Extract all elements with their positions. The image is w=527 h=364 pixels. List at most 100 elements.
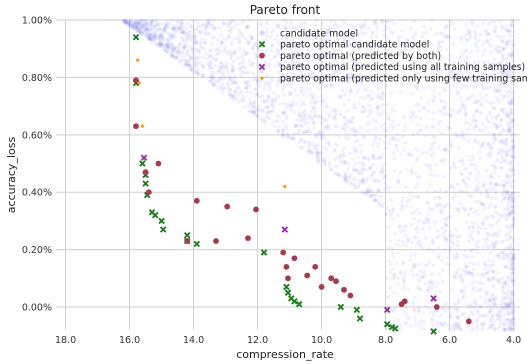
candidate-model-point (371, 153, 376, 158)
candidate-model-point (469, 19, 473, 24)
candidate-model-point (489, 44, 493, 48)
candidate-model-point (504, 217, 509, 222)
candidate-model-point (334, 156, 339, 160)
candidate-model-point (467, 154, 471, 159)
candidate-model-point (430, 117, 435, 122)
candidate-model-point (501, 157, 506, 162)
candidate-model-point (342, 115, 346, 119)
candidate-model-point (462, 137, 466, 142)
candidate-model-point (346, 98, 351, 103)
candidate-model-point (460, 205, 465, 210)
candidate-model-point (481, 184, 485, 189)
candidate-model-point (154, 31, 158, 35)
candidate-model-point (304, 86, 309, 91)
candidate-model-point (409, 211, 414, 216)
candidate-model-point (508, 244, 512, 249)
candidate-model-point (471, 226, 476, 230)
candidate-model-point (486, 60, 491, 64)
candidate-model-point (397, 238, 401, 243)
candidate-model-point (465, 38, 470, 43)
candidate-model-point (209, 77, 214, 81)
candidate-model-point (340, 88, 345, 93)
candidate-model-point (415, 182, 420, 187)
candidate-model-point (486, 21, 491, 26)
candidate-model-point (467, 30, 471, 35)
candidate-model-point (222, 74, 227, 79)
candidate-model-point (489, 20, 494, 24)
candidate-model-point (126, 20, 131, 25)
candidate-model-point (147, 22, 152, 27)
candidate-model-point (317, 160, 322, 164)
candidate-model-point (448, 126, 452, 130)
candidate-model-point (502, 129, 506, 133)
candidate-model-point (400, 262, 405, 266)
candidate-model-point (502, 321, 507, 326)
pareto-optimal-predicted-by-both-point (283, 263, 290, 270)
pareto-optimal-predicted-by-both-point (193, 197, 200, 204)
candidate-model-point (467, 227, 471, 231)
candidate-model-point (475, 250, 480, 255)
candidate-model-point (501, 255, 506, 260)
candidate-model-point (440, 40, 445, 44)
candidate-model-point (375, 52, 380, 57)
candidate-model-point (454, 302, 458, 307)
candidate-model-point (497, 82, 502, 87)
candidate-model-point (224, 65, 228, 69)
candidate-model-point (261, 109, 265, 113)
candidate-model-point (440, 157, 444, 162)
candidate-model-point (130, 24, 134, 29)
candidate-model-point (448, 205, 452, 210)
candidate-model-point (307, 126, 311, 130)
candidate-model-point (492, 270, 497, 274)
candidate-model-point (152, 35, 157, 40)
candidate-model-point (307, 93, 312, 98)
candidate-model-point (352, 63, 357, 68)
candidate-model-point (500, 26, 505, 30)
candidate-model-point (475, 319, 479, 323)
candidate-model-point (285, 102, 290, 107)
candidate-model-point (135, 26, 140, 30)
candidate-model-point (222, 77, 227, 81)
candidate-model-point (323, 136, 327, 141)
candidate-model-point (502, 239, 507, 244)
candidate-model-point (210, 36, 215, 40)
candidate-model-point (284, 36, 289, 40)
candidate-model-point (510, 255, 515, 260)
candidate-model-point (202, 40, 206, 45)
candidate-model-point (506, 94, 511, 99)
candidate-model-point (387, 141, 392, 146)
candidate-model-point (288, 135, 293, 140)
candidate-model-point (195, 40, 200, 45)
candidate-model-point (475, 99, 480, 103)
candidate-model-point (184, 26, 189, 30)
candidate-model-point (121, 18, 126, 22)
candidate-model-point (487, 152, 492, 157)
candidate-model-point (313, 114, 318, 119)
candidate-model-point (437, 40, 442, 44)
candidate-model-point (324, 118, 329, 123)
candidate-model-point (443, 35, 447, 40)
candidate-model-point (237, 40, 242, 45)
candidate-model-point (475, 326, 480, 331)
candidate-model-point (510, 264, 514, 268)
candidate-model-point (509, 209, 514, 214)
candidate-model-point (140, 25, 145, 30)
candidate-model-point (504, 233, 509, 238)
candidate-model-point (276, 42, 281, 46)
candidate-model-point (496, 151, 500, 156)
candidate-model-point (510, 80, 514, 84)
candidate-model-point (509, 100, 513, 104)
candidate-model-point (493, 196, 498, 200)
candidate-model-point (420, 31, 425, 35)
candidate-model-point (490, 100, 495, 105)
candidate-model-point (472, 300, 476, 305)
candidate-model-point (436, 281, 441, 286)
candidate-model-point (475, 174, 480, 179)
candidate-model-point (448, 214, 453, 219)
candidate-model-point (190, 26, 195, 31)
candidate-model-point (494, 44, 499, 49)
candidate-model-point (414, 158, 418, 163)
candidate-model-point (371, 31, 375, 35)
candidate-model-point (462, 206, 467, 211)
candidate-model-point (441, 268, 445, 273)
